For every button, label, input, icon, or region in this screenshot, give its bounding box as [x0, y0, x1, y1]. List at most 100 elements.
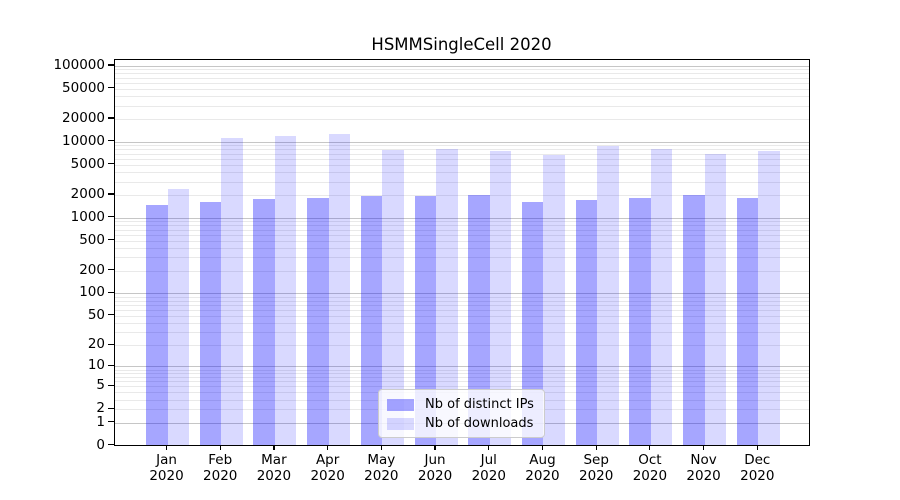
y-tick-label: 100 [79, 284, 105, 301]
y-tick-mark [108, 64, 114, 66]
gridline-minor [115, 381, 809, 383]
x-tick-mark [219, 445, 221, 450]
y-tick-mark [108, 443, 114, 446]
gridline-minor [115, 304, 809, 306]
y-tick-mark [108, 343, 114, 345]
gridline-minor [115, 332, 809, 334]
y-tick-label: 50 [87, 306, 105, 323]
plot-area [114, 59, 810, 446]
x-tick-mark [541, 445, 544, 450]
y-tick-mark [108, 269, 114, 271]
y-tick-label: 20 [87, 336, 105, 353]
x-tick-label: Jul 2020 [471, 452, 506, 484]
y-tick-label: 2 [96, 400, 105, 417]
gridline-minor [115, 221, 809, 223]
y-tick-mark [108, 384, 114, 387]
x-tick-mark [756, 445, 758, 450]
bar-downloads-nov [704, 154, 727, 445]
bar-ips-nov [683, 195, 705, 445]
y-tick-label: 5 [96, 377, 105, 394]
x-tick-mark [488, 445, 490, 450]
y-tick-label: 10000 [62, 132, 105, 149]
chart-title: HSMMSingleCell 2020 [371, 35, 552, 54]
x-tick-label: Feb 2020 [203, 452, 238, 484]
x-tick-mark [434, 445, 436, 450]
legend-label-distinct-ips: Nb of distinct IPs [425, 397, 534, 412]
x-tick-mark [380, 445, 382, 450]
gridline-minor [115, 77, 809, 79]
x-tick-label: Oct 2020 [632, 452, 668, 484]
gridline-minor [115, 225, 809, 227]
gridline-minor [115, 376, 809, 378]
gridline-minor [115, 73, 809, 75]
gridline-minor [115, 82, 809, 84]
y-tick-mark [108, 407, 114, 409]
bar-downloads-may [382, 149, 404, 445]
y-tick-label: 200 [79, 261, 105, 278]
bar-ips-sep [575, 200, 598, 445]
x-tick-mark [649, 445, 651, 450]
gridline-minor [115, 300, 809, 302]
y-tick-label: 5000 [70, 155, 105, 172]
x-tick-label: Jun 2020 [417, 452, 453, 484]
gridline-minor [115, 240, 809, 242]
bar-downloads-jan [167, 188, 189, 445]
y-tick-mark [108, 291, 114, 293]
gridline-minor [115, 96, 809, 98]
gridline-minor [115, 88, 809, 90]
gridline-minor [115, 323, 809, 325]
bar-downloads-mar [274, 135, 297, 445]
legend-item-downloads: Nb of downloads [387, 415, 536, 432]
bar-ips-oct [629, 197, 651, 445]
gridline-minor [115, 69, 809, 71]
bar-ips-jan [146, 204, 168, 445]
gridline-minor [115, 309, 809, 311]
bar-ips-apr [307, 198, 329, 445]
legend-label-downloads: Nb of downloads [425, 416, 534, 431]
bar-ips-dec [736, 198, 759, 445]
legend: Nb of distinct IPs Nb of downloads [378, 389, 545, 438]
gridline-minor [115, 296, 809, 298]
y-tick-mark [108, 314, 114, 316]
gridline-minor [115, 181, 809, 183]
bar-downloads-sep [597, 145, 619, 445]
gridline-minor [115, 257, 809, 259]
x-tick-label: May 2020 [364, 452, 399, 484]
bar-ips-jun [414, 196, 437, 445]
bar-downloads-apr [328, 133, 351, 445]
y-tick-mark [108, 163, 114, 165]
x-tick-label: Dec 2020 [740, 452, 775, 484]
gridline-major [115, 141, 809, 143]
gridline-minor [115, 315, 809, 317]
y-tick-label: 1 [96, 413, 105, 430]
gridline-minor [115, 386, 809, 388]
y-tick-mark [108, 140, 114, 142]
y-tick-label: 1000 [70, 208, 105, 225]
y-tick-mark [108, 238, 114, 241]
gridline-minor [115, 373, 809, 375]
gridline-major [115, 65, 809, 67]
y-tick-mark [108, 364, 114, 367]
gridline-minor [115, 145, 809, 147]
y-tick-mark [108, 87, 114, 89]
x-tick-label: Mar 2020 [256, 452, 292, 484]
x-tick-label: Sep 2020 [578, 452, 614, 484]
legend-swatch-distinct-ips-icon [387, 398, 414, 411]
x-tick-mark [327, 445, 329, 450]
bar-ips-feb [199, 202, 222, 445]
y-tick-mark [108, 117, 114, 119]
bar-ips-aug [521, 202, 544, 445]
y-tick-mark [108, 193, 114, 195]
gridline-minor [115, 105, 809, 107]
gridline-minor [115, 229, 809, 231]
gridline-major [115, 293, 809, 295]
bar-ips-jul [468, 194, 490, 445]
bar-downloads-jul [489, 151, 512, 445]
x-tick-mark [703, 445, 705, 450]
gridline-minor [115, 194, 809, 196]
bar-downloads-feb [221, 137, 243, 445]
gridline-minor [115, 172, 809, 174]
bar-ips-may [360, 196, 383, 445]
gridline-minor [115, 164, 809, 166]
